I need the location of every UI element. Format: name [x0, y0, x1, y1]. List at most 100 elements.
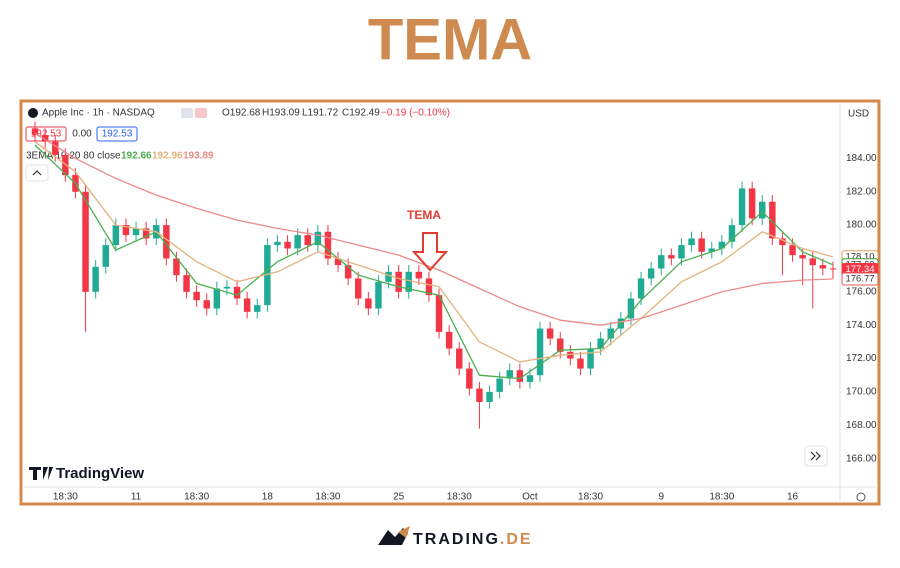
candle-body — [718, 241, 726, 249]
y-tick-label: 180.00 — [846, 220, 877, 231]
candle-body — [31, 128, 39, 136]
plot — [31, 121, 837, 429]
candle-body — [627, 298, 635, 319]
candle-body — [445, 331, 453, 349]
ohlc-value: H193.09 — [262, 108, 300, 119]
footer-suffix: .DE — [500, 531, 533, 548]
candle-body — [516, 370, 524, 382]
candle-body — [82, 191, 89, 292]
currency-box[interactable] — [844, 107, 876, 121]
candle-body — [142, 228, 150, 239]
candle-body — [819, 265, 827, 269]
indicator-name: 3EMA 10 20 80 close — [26, 151, 121, 162]
candle-body — [274, 241, 281, 246]
buy-box[interactable] — [96, 126, 138, 142]
candle-body — [587, 348, 594, 369]
ema-line — [34, 144, 834, 380]
candle-body — [435, 295, 443, 332]
icon — [195, 108, 207, 118]
candle-body — [698, 238, 705, 252]
candle-body — [526, 375, 534, 382]
y-tick-label: 172.00 — [846, 353, 877, 364]
candle-body — [567, 351, 574, 359]
candle-body — [213, 288, 221, 309]
annotation: TEMA — [407, 208, 441, 222]
x-tick-label: 9 — [658, 492, 664, 503]
candle-body — [829, 268, 837, 270]
x-tick-label: 18:30 — [53, 492, 78, 503]
candle-body — [304, 235, 311, 246]
candle-body — [546, 328, 554, 339]
candle-body — [375, 281, 382, 309]
candle-body — [163, 225, 170, 259]
sell-price: 192.53 — [31, 129, 62, 140]
x-tick-label: 18:30 — [184, 492, 209, 503]
price-marker-label: 178.10 — [845, 251, 874, 262]
annotation-arrow — [411, 232, 449, 272]
scroll-icon — [810, 451, 821, 461]
candle-body — [647, 268, 655, 279]
candle-body — [496, 378, 503, 392]
price-marker — [841, 272, 879, 286]
candle-body — [476, 388, 483, 402]
symbol-icon — [28, 108, 38, 118]
x-tick-label: 18:30 — [447, 492, 472, 503]
candle-body — [395, 271, 402, 292]
footer-brand: TRADING — [413, 531, 500, 548]
collapse-icon — [32, 170, 42, 176]
settings-icon[interactable] — [856, 492, 866, 502]
candle-body — [456, 348, 463, 369]
candle-body — [748, 188, 756, 219]
ohlc-value: O192.68 — [222, 108, 261, 119]
candle-body — [52, 141, 59, 156]
y-tick-label: 184.00 — [846, 153, 877, 164]
footer-logo: TRADING.DE — [413, 531, 533, 548]
candle-body — [102, 245, 109, 267]
candle-body — [183, 275, 190, 292]
candle-body — [799, 255, 806, 259]
x-tick-label: 11 — [131, 492, 142, 503]
ohlc-value: L191.72 — [302, 108, 339, 119]
scroll-button[interactable] — [804, 445, 828, 467]
candle-body — [173, 258, 180, 276]
x-tick-label: 18:30 — [709, 492, 734, 503]
candle-body — [607, 328, 614, 339]
candle-body — [334, 258, 342, 266]
candle-body — [577, 358, 584, 369]
candle-body — [314, 231, 322, 246]
candle-body — [759, 201, 766, 219]
price-marker-label: 177.34 — [845, 264, 874, 275]
symbol: Apple Inc · 1h · NASDAQ — [42, 108, 155, 119]
icon — [181, 108, 193, 118]
ema-line — [34, 132, 833, 326]
ohlc-value: C192.49 — [342, 108, 380, 119]
buy-price: 192.53 — [102, 129, 133, 140]
candle-body — [637, 278, 645, 299]
candle-body — [779, 238, 786, 246]
x-tick-label: Oct — [522, 492, 538, 503]
candle-body — [486, 391, 493, 402]
candle-body — [658, 255, 665, 269]
candle-body — [385, 271, 392, 282]
candle-body — [294, 235, 301, 249]
indicator-values: 192.66 192.96 193.89 — [121, 151, 214, 162]
spread: 0.00 — [72, 129, 92, 140]
candle-body — [425, 278, 433, 296]
candle-body — [536, 328, 544, 376]
ema-line — [34, 141, 834, 363]
candle-body — [405, 271, 412, 292]
candle-body — [789, 245, 796, 256]
price-marker-label: 176.77 — [845, 273, 874, 284]
candle-body — [365, 298, 372, 309]
x-tick-label: 18:30 — [315, 492, 340, 503]
collapse-button[interactable] — [25, 164, 49, 182]
candle-body — [415, 271, 423, 279]
candle-body — [233, 286, 241, 299]
candle-body — [557, 338, 564, 352]
x-tick-label: 18 — [262, 492, 274, 503]
candle-body — [132, 228, 140, 236]
x-tick-label: 18:30 — [578, 492, 603, 503]
y-tick-label: 168.00 — [846, 420, 877, 431]
candle-body — [223, 286, 231, 289]
